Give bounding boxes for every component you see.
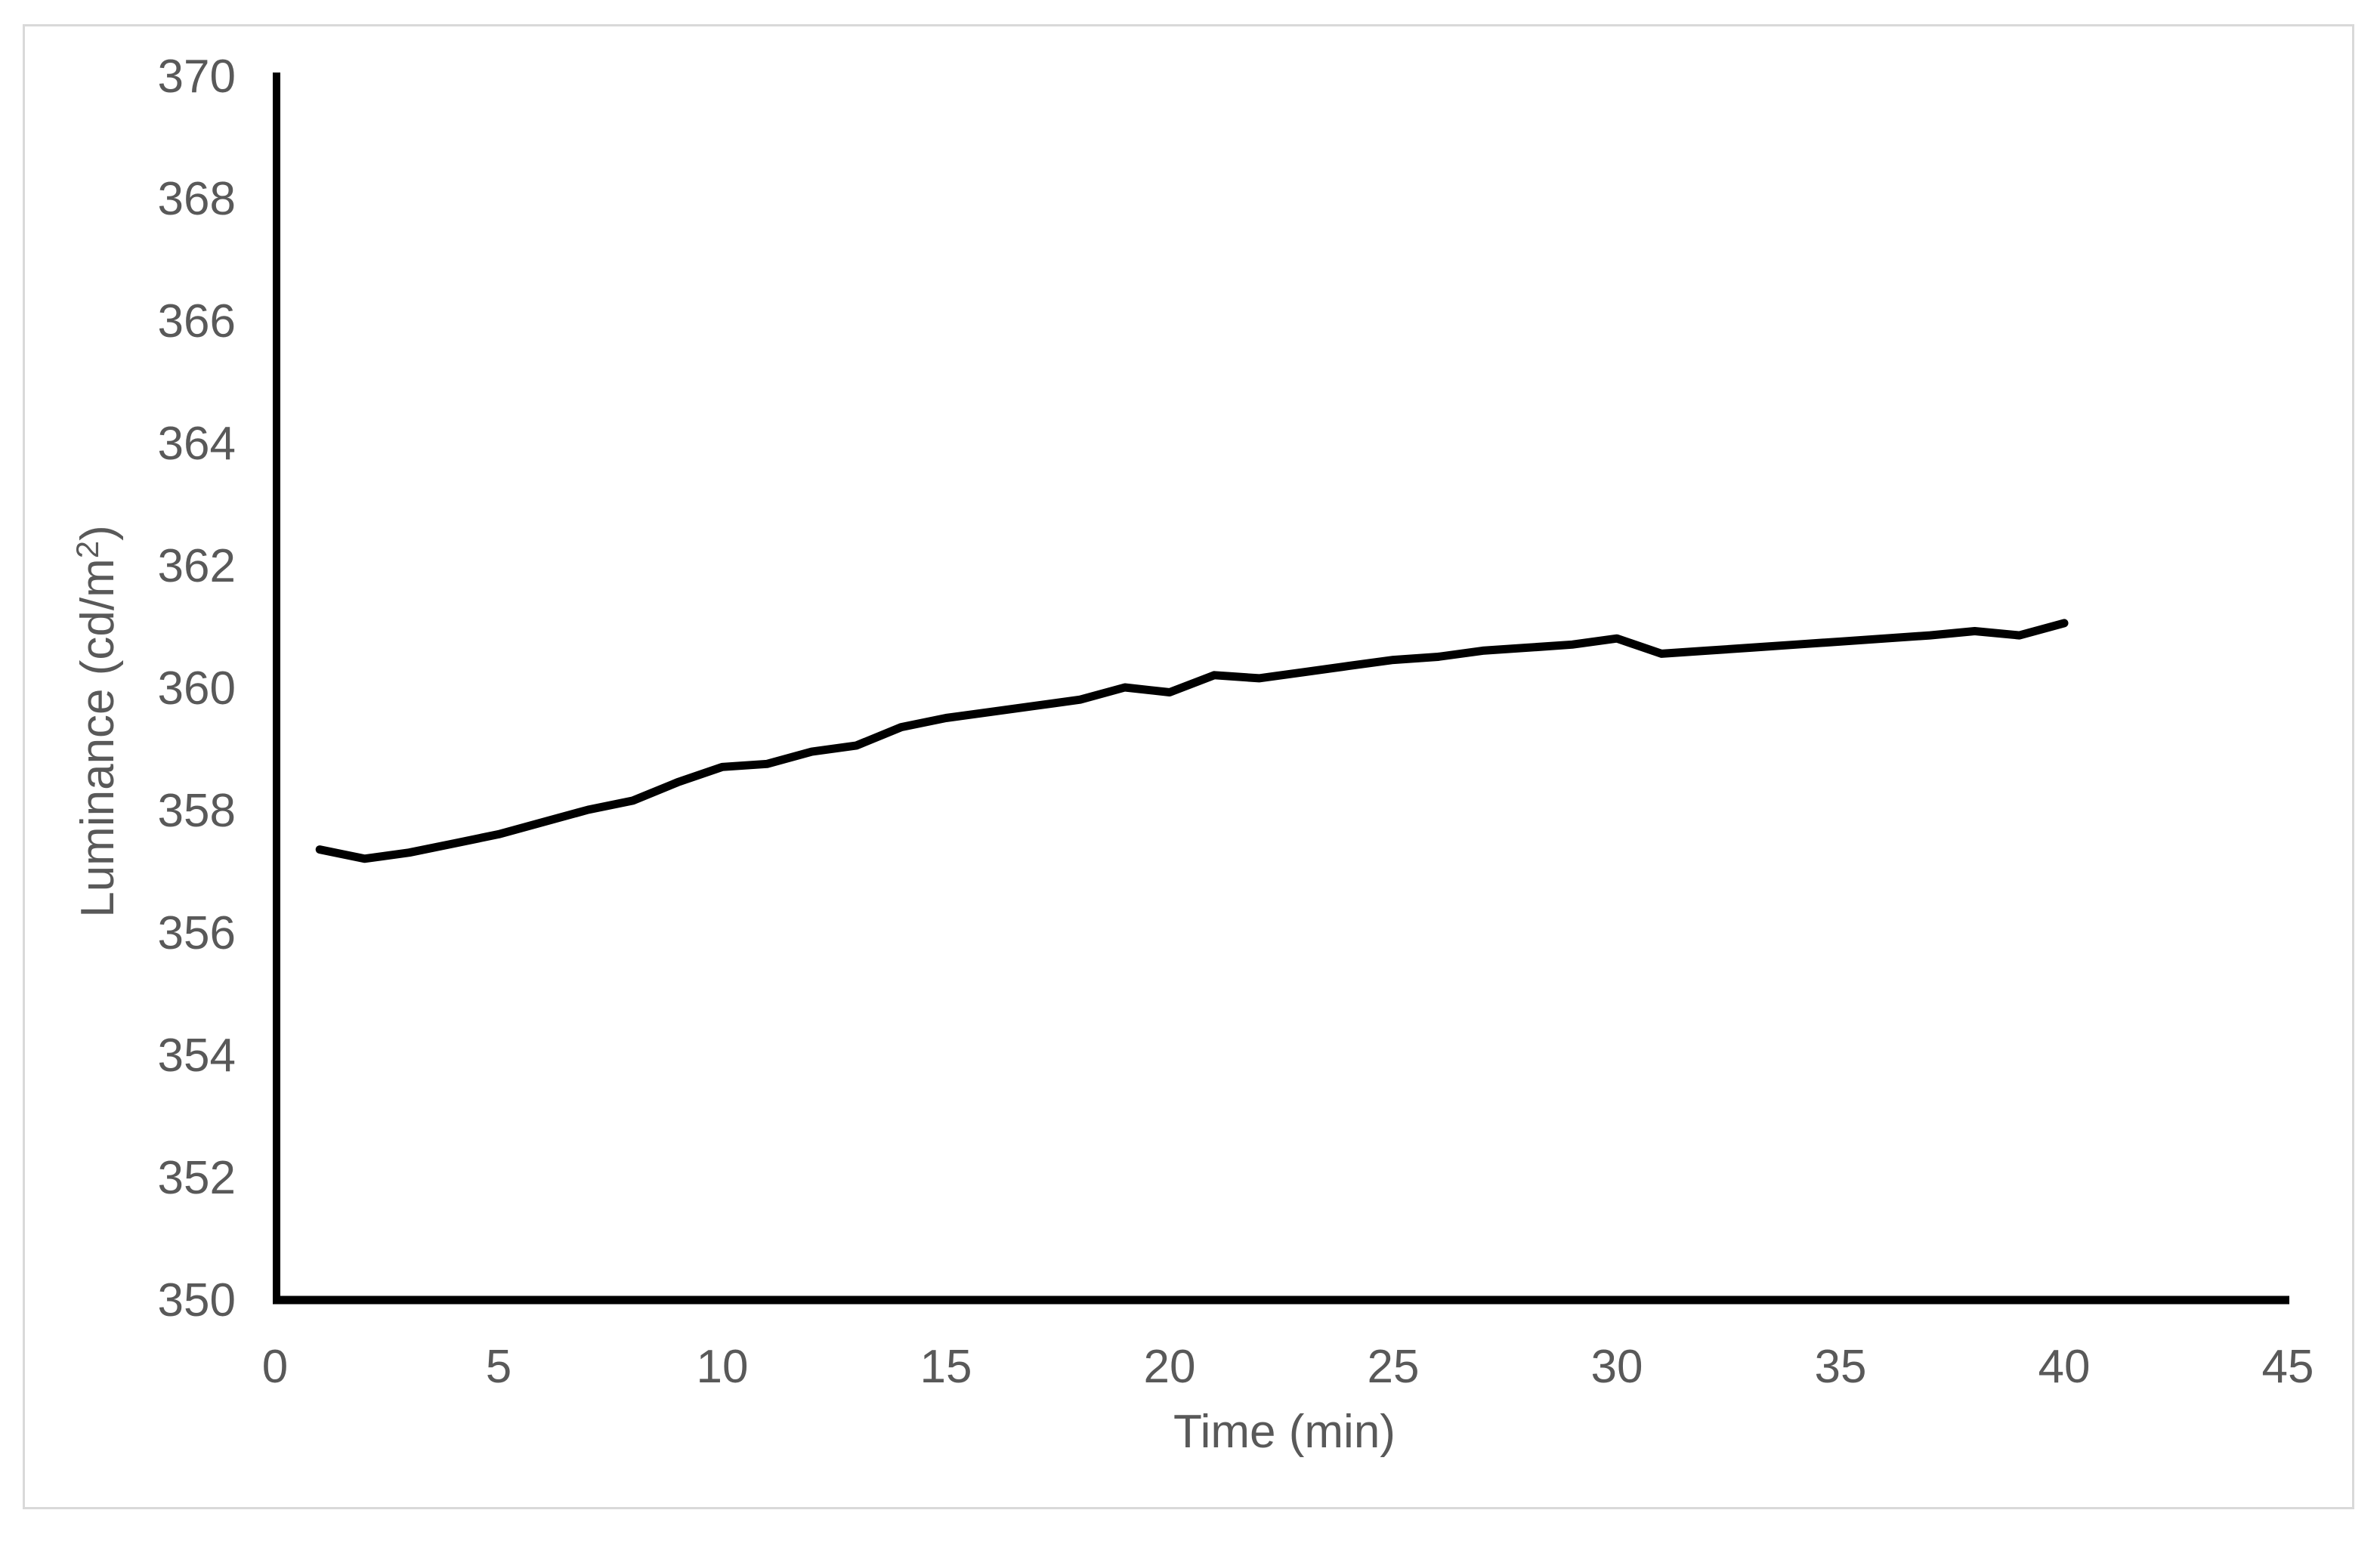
y-tick-label-370: 370 <box>158 51 236 103</box>
y-tick-label-360: 360 <box>158 662 236 715</box>
x-tick-label-40: 40 <box>2038 1341 2091 1393</box>
x-tick-label-15: 15 <box>920 1341 972 1393</box>
x-tick-label-5: 5 <box>486 1341 512 1393</box>
y-tick-label-354: 354 <box>158 1030 236 1082</box>
x-tick-label-0: 0 <box>262 1341 288 1393</box>
x-tick-label-45: 45 <box>2262 1341 2314 1393</box>
y-tick-label-358: 358 <box>158 785 236 837</box>
y-tick-label-364: 364 <box>158 418 236 470</box>
y-tick-label-350: 350 <box>158 1274 236 1326</box>
y-axis-title-superscript: 2 <box>70 541 105 558</box>
y-tick-label-368: 368 <box>158 173 236 225</box>
x-axis-tick-labels: 0 5 10 15 20 25 30 35 40 45 <box>262 1341 2314 1393</box>
x-tick-label-20: 20 <box>1144 1341 1196 1393</box>
y-tick-label-356: 356 <box>158 907 236 959</box>
y-tick-label-366: 366 <box>158 295 236 347</box>
x-axis-title: Time (min) <box>1173 1406 1396 1458</box>
y-axis-tick-labels: 350 352 354 356 358 360 362 364 366 368 370 <box>158 51 236 1326</box>
luminance-series-line <box>315 619 2069 863</box>
y-axis-title: Luminance (cd/m2) <box>70 525 124 918</box>
y-axis-title-close: ) <box>72 525 124 541</box>
x-tick-label-25: 25 <box>1368 1341 1420 1393</box>
x-tick-label-35: 35 <box>1815 1341 1867 1393</box>
x-tick-label-10: 10 <box>697 1341 749 1393</box>
x-tick-label-30: 30 <box>1591 1341 1643 1393</box>
chart-frame <box>23 24 2354 1509</box>
y-tick-label-362: 362 <box>158 540 236 592</box>
y-tick-label-352: 352 <box>158 1152 236 1204</box>
y-axis-title-base: Luminance (cd/m <box>72 558 124 918</box>
